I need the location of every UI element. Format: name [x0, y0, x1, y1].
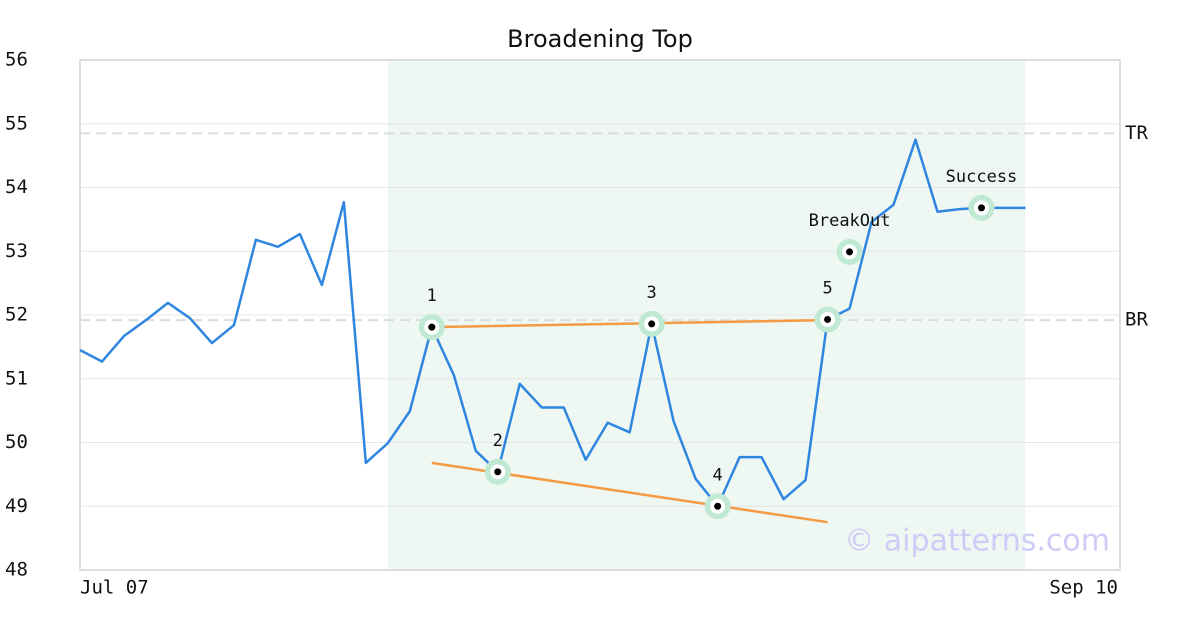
- marker-label: 5: [822, 278, 832, 298]
- marker-dot: [494, 468, 502, 476]
- y-tick-label: 50: [5, 431, 28, 453]
- marker-dot: [648, 320, 656, 328]
- price-line: [79, 138, 1026, 508]
- marker-dot: [428, 323, 436, 331]
- marker-label: BreakOut: [809, 211, 891, 231]
- marker-dot: [714, 502, 722, 510]
- y-tick-label: 53: [5, 240, 28, 262]
- level-label: BR: [1125, 309, 1148, 331]
- marker-dot: [846, 248, 854, 256]
- chart-title: Broadening Top: [507, 25, 693, 53]
- trendline: [431, 318, 828, 329]
- level-label: TR: [1125, 122, 1148, 144]
- marker-label: 3: [647, 283, 657, 303]
- watermark: © aipatterns.com: [844, 524, 1110, 559]
- marker-label: 1: [427, 286, 437, 306]
- y-tick-label: 48: [5, 559, 28, 581]
- y-tick-label: 56: [5, 49, 28, 71]
- marker-dot: [977, 204, 985, 212]
- marker-label: 2: [493, 431, 503, 451]
- y-tick-label: 49: [5, 495, 28, 517]
- marker-label: 4: [713, 465, 723, 485]
- marker-dot: [824, 315, 832, 323]
- x-tick-label: Sep 10: [1049, 577, 1118, 599]
- y-tick-label: 51: [5, 367, 28, 389]
- marker-label: Success: [946, 167, 1018, 187]
- y-tick-label: 52: [5, 304, 28, 326]
- y-tick-label: 55: [5, 112, 28, 134]
- y-tick-label: 54: [5, 176, 28, 198]
- x-tick-label: Jul 07: [80, 577, 149, 599]
- plot-frame: [79, 59, 1121, 571]
